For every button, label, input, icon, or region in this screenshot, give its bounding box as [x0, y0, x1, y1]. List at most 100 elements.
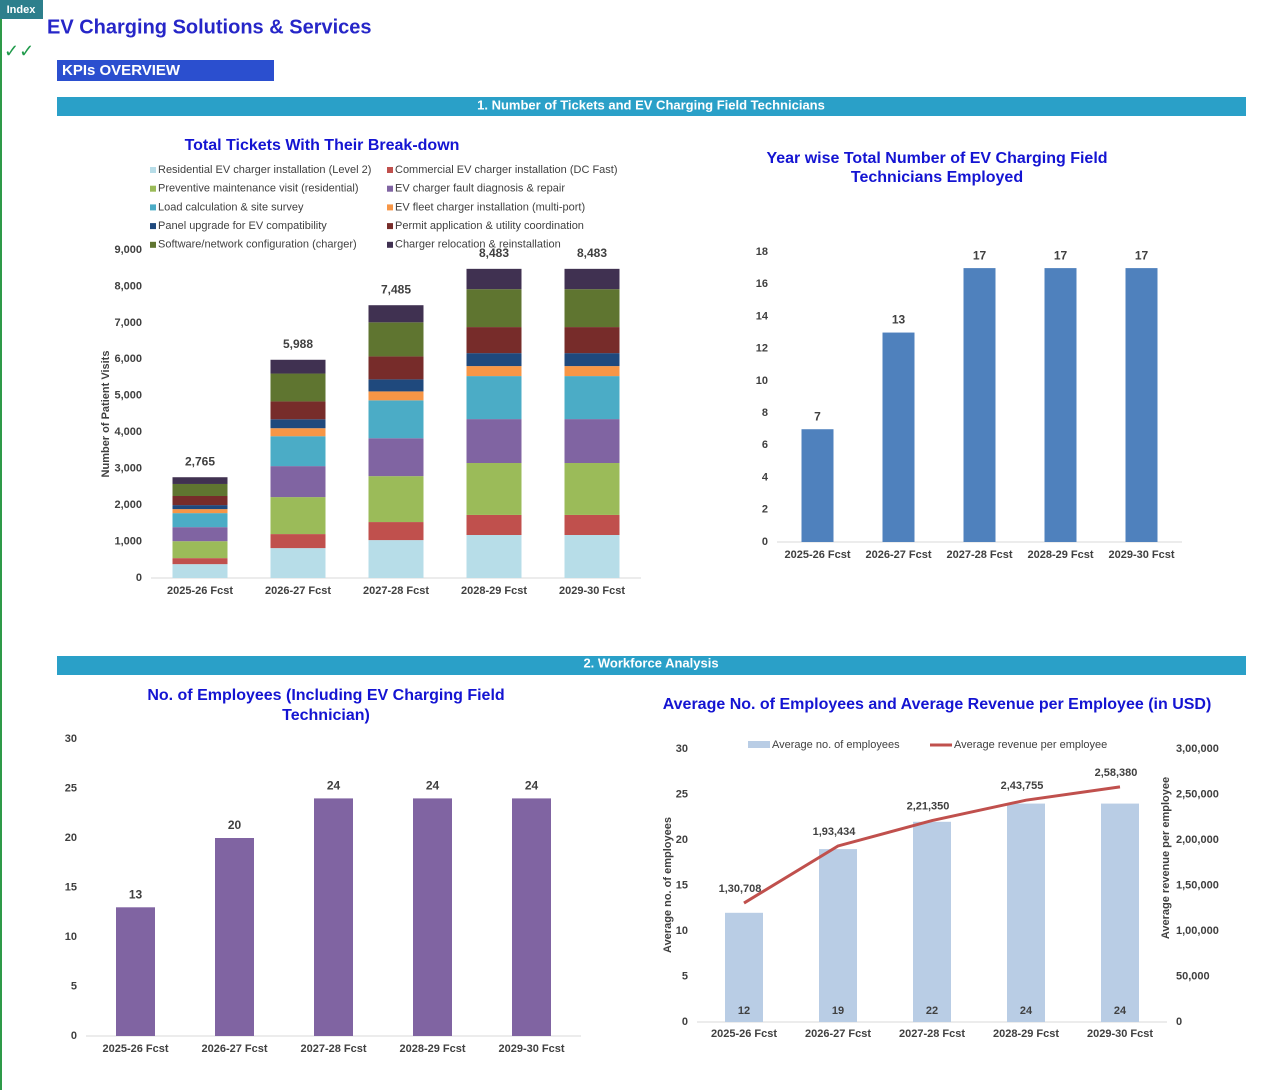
- data-label: 24: [1114, 1005, 1127, 1017]
- x-tick-label: 2025-26 Fcst: [102, 1043, 168, 1055]
- x-tick-label: 2028-29 Fcst: [1027, 549, 1093, 561]
- index-button[interactable]: [0, 0, 43, 19]
- y-tick-label: 30: [676, 743, 688, 755]
- bar-segment: [172, 496, 228, 506]
- y2-axis-label: Average revenue per employee: [1160, 777, 1172, 939]
- total-label: 8,483: [479, 246, 509, 260]
- bar-segment: [564, 366, 620, 377]
- data-label: 2,43,755: [1001, 780, 1044, 792]
- total-label: 5,988: [283, 337, 313, 351]
- legend-label: Preventive maintenance visit (residentia…: [158, 183, 359, 195]
- bar-segment: [172, 527, 228, 542]
- section-title: 1. Number of Tickets and EV Charging Fie…: [477, 97, 825, 112]
- chart-title: No. of Employees (Including EV Charging …: [147, 687, 504, 704]
- x-tick-label: 2025-26 Fcst: [167, 585, 233, 597]
- data-label: 17: [1135, 248, 1149, 262]
- data-label: 1,93,434: [813, 826, 857, 838]
- data-label: 17: [973, 248, 987, 262]
- bar-segment: [466, 376, 522, 420]
- data-label: 19: [832, 1005, 844, 1017]
- bar-segment: [368, 322, 424, 357]
- x-tick-label: 2029-30 Fcst: [1087, 1028, 1153, 1040]
- x-tick-label: 2026-27 Fcst: [265, 585, 331, 597]
- bar-segment: [368, 438, 424, 477]
- x-tick-label: 2025-26 Fcst: [784, 549, 850, 561]
- bar-segment: [270, 534, 326, 549]
- x-tick-label: 2027-28 Fcst: [946, 549, 1012, 561]
- bar: [819, 849, 857, 1022]
- y-axis-label: Number of Patient Visits: [100, 351, 112, 478]
- bar: [913, 821, 951, 1022]
- bar-segment: [270, 436, 326, 467]
- data-label: 20: [228, 818, 242, 832]
- legend-swatch: [748, 741, 770, 748]
- bar-segment: [466, 327, 522, 354]
- bar: [801, 429, 834, 542]
- total-label: 7,485: [381, 282, 411, 296]
- line: [743, 785, 1121, 905]
- bar-segment: [172, 477, 228, 484]
- bar-segment: [466, 268, 522, 290]
- bar-segment: [466, 419, 522, 464]
- kpi-label: KPIs OVERVIEW: [62, 62, 181, 79]
- y-axis-label: Average no. of employees: [662, 817, 674, 953]
- y-tick-label: 8: [762, 407, 768, 419]
- bar: [882, 332, 915, 542]
- chart-title: Total Tickets With Their Break-down: [185, 137, 460, 154]
- kpi-box: [57, 60, 274, 81]
- bar-segment: [466, 353, 522, 367]
- bar: [725, 912, 763, 1022]
- bar-segment: [172, 509, 228, 514]
- bar-segment: [564, 376, 620, 420]
- y-tick-label: 15: [676, 879, 688, 891]
- bar-segment: [368, 379, 424, 392]
- bar-segment: [466, 289, 522, 328]
- y2-tick-label: 0: [1176, 1016, 1182, 1028]
- x-tick-label: 2025-26 Fcst: [711, 1028, 777, 1040]
- y-tick-label: 3,000: [114, 463, 142, 475]
- legend-label: EV charger fault diagnosis & repair: [395, 183, 565, 195]
- data-label: 24: [1020, 1005, 1033, 1017]
- y-tick-label: 1,000: [114, 535, 142, 547]
- bar-segment: [368, 391, 424, 401]
- bar-segment: [270, 359, 326, 374]
- bar: [1101, 803, 1139, 1022]
- y2-tick-label: 1,00,000: [1176, 925, 1219, 937]
- bar-segment: [564, 353, 620, 367]
- bar-segment: [466, 366, 522, 377]
- bar-segment: [270, 548, 326, 578]
- data-label: 24: [327, 779, 341, 793]
- y-tick-label: 0: [136, 572, 142, 584]
- section-bar: [57, 656, 1246, 675]
- bar-segment: [368, 305, 424, 323]
- y-tick-label: 0: [71, 1030, 77, 1042]
- bar-segment: [172, 564, 228, 578]
- y-tick-label: 14: [756, 310, 769, 322]
- bar: [215, 838, 254, 1036]
- bar-segment: [564, 327, 620, 354]
- x-tick-label: 2026-27 Fcst: [201, 1043, 267, 1055]
- data-label: 7: [814, 409, 821, 423]
- x-tick-label: 2026-27 Fcst: [865, 549, 931, 561]
- bar-segment: [564, 268, 620, 290]
- y-tick-label: 6,000: [114, 353, 142, 365]
- index-button-label[interactable]: Index: [7, 4, 37, 16]
- section-bar: [57, 97, 1246, 116]
- x-tick-label: 2029-30 Fcst: [498, 1043, 564, 1055]
- x-tick-label: 2029-30 Fcst: [1108, 549, 1174, 561]
- chart-title: Technicians Employed: [851, 169, 1023, 186]
- bar-segment: [172, 513, 228, 528]
- y-tick-label: 18: [756, 246, 768, 258]
- legend-swatch: [387, 185, 393, 192]
- legend-swatch: [150, 204, 156, 211]
- legend-swatch: [150, 167, 156, 173]
- x-tick-label: 2029-30 Fcst: [559, 585, 625, 597]
- x-tick-label: 2027-28 Fcst: [300, 1043, 366, 1055]
- bar-segment: [172, 483, 228, 496]
- x-tick-label: 2028-29 Fcst: [399, 1043, 465, 1055]
- bar-segment: [564, 514, 620, 535]
- bar-segment: [466, 534, 522, 578]
- section-title: 2. Workforce Analysis: [583, 655, 718, 670]
- y-tick-label: 0: [682, 1016, 688, 1028]
- legend-label: Permit application & utility coordinatio…: [395, 220, 584, 232]
